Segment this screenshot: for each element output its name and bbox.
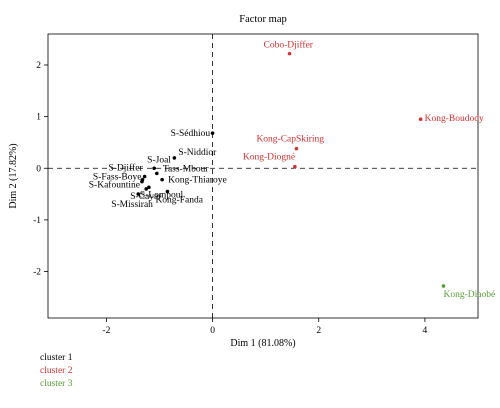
chart-title: Factor map bbox=[239, 14, 287, 25]
legend: cluster 1 cluster 2 cluster 3 bbox=[40, 352, 72, 391]
point-label: S-Lompoul bbox=[140, 190, 184, 200]
data-point bbox=[160, 177, 164, 182]
data-point bbox=[147, 185, 151, 190]
data-point bbox=[293, 164, 297, 169]
point-label: S-Fass-Boye bbox=[93, 173, 142, 183]
x-tick-label: 0 bbox=[210, 326, 215, 336]
data-point bbox=[142, 174, 147, 179]
point-label: Kong-Thiaroye bbox=[168, 176, 227, 186]
y-tick-label: 1 bbox=[36, 113, 41, 123]
point-label: Kong-Boudody bbox=[425, 114, 484, 124]
y-axis-label: Dim 2 (17.82%) bbox=[8, 143, 19, 208]
plot-frame bbox=[47, 33, 479, 319]
point-label: Kong-Diogné bbox=[243, 153, 295, 163]
point-label: S-Kafountine bbox=[89, 180, 140, 191]
x-tick-label: 4 bbox=[423, 326, 428, 336]
data-point bbox=[287, 51, 292, 56]
data-point bbox=[136, 192, 141, 196]
data-point bbox=[418, 117, 423, 121]
data-point bbox=[210, 131, 215, 135]
x-tick-label: -2 bbox=[102, 326, 110, 336]
legend-cluster-1: cluster 1 bbox=[40, 353, 73, 363]
point-label: S-Joal bbox=[147, 155, 171, 165]
data-point bbox=[152, 166, 156, 171]
point-label: S-Cayar bbox=[130, 192, 162, 202]
point-label: S-Sédhiou bbox=[171, 129, 211, 139]
x-axis-label: Dim 1 (81.08%) bbox=[230, 338, 295, 349]
data-point bbox=[294, 146, 299, 151]
data-point bbox=[172, 156, 177, 160]
point-label: Tass-Mbour bbox=[163, 164, 210, 174]
point-label: Cobo-Djiffer bbox=[264, 40, 314, 51]
legend-cluster-3: cluster 3 bbox=[40, 379, 73, 389]
x-tick-label: 2 bbox=[316, 326, 321, 336]
y-tick-label: -1 bbox=[33, 216, 41, 226]
y-tick-label: 2 bbox=[36, 61, 41, 71]
point-label: S-Djiffer bbox=[108, 163, 143, 174]
point-label: S-Missirah bbox=[111, 200, 153, 210]
data-point bbox=[140, 179, 144, 184]
data-point bbox=[155, 171, 159, 176]
data-point bbox=[144, 187, 149, 191]
y-tick-label: 0 bbox=[36, 164, 41, 174]
point-label: S-Niddior bbox=[178, 148, 217, 158]
point-label: Kong-Fanda bbox=[155, 195, 203, 205]
point-label: Kong-CapSkiring bbox=[256, 135, 324, 145]
point-label: Kong-Diaobé bbox=[443, 290, 495, 300]
legend-cluster-2: cluster 2 bbox=[40, 366, 73, 376]
data-point bbox=[441, 284, 446, 288]
y-tick-label: -2 bbox=[33, 268, 41, 278]
data-point bbox=[165, 189, 170, 194]
